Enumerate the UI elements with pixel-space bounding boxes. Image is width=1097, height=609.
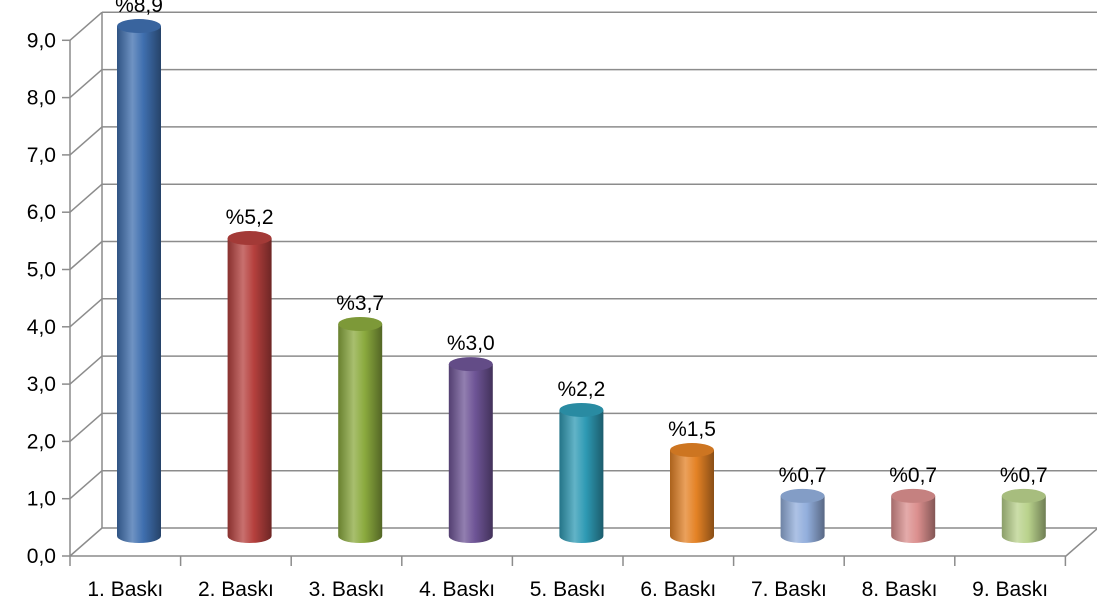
gridline-diagonal xyxy=(69,240,103,271)
data-label: %5,2 xyxy=(226,206,274,229)
gridline-diagonal xyxy=(69,298,103,328)
x-tick-label: 6. Baskı xyxy=(640,578,716,601)
data-label: %1,5 xyxy=(668,418,716,441)
y-tick-label: 6,0 xyxy=(27,201,56,224)
bar-top xyxy=(338,316,383,331)
gridline-diagonal xyxy=(69,470,103,500)
bar xyxy=(117,19,161,543)
bar-body xyxy=(117,26,161,543)
bar xyxy=(559,402,604,544)
bar-top xyxy=(1001,488,1046,503)
bar-body xyxy=(338,323,383,544)
x-tick-label: 2. Baskı xyxy=(198,578,274,601)
bar-body xyxy=(780,495,825,544)
data-label: %8,9 xyxy=(115,0,163,17)
bar-top xyxy=(559,402,604,417)
x-tick-label: 1. Baskı xyxy=(87,578,163,601)
gridline-diagonal xyxy=(69,11,103,41)
gridline-diagonal xyxy=(69,355,103,385)
bar-body xyxy=(670,450,714,543)
bar-top xyxy=(227,231,272,246)
y-tick-label: 3,0 xyxy=(27,373,56,396)
y-tick-label: 5,0 xyxy=(27,259,56,282)
data-label: %0,7 xyxy=(889,464,937,487)
gridline-diagonal xyxy=(69,69,103,99)
x-tick-label: 3. Baskı xyxy=(309,578,385,601)
bar-top xyxy=(670,443,714,458)
data-label: %2,2 xyxy=(557,378,605,401)
y-tick-label: 0,0 xyxy=(27,545,56,568)
bar xyxy=(448,357,493,544)
bar xyxy=(780,488,825,544)
bar-body xyxy=(227,238,272,544)
x-tick-label: 8. Baskı xyxy=(862,578,938,601)
bar-top xyxy=(780,488,825,503)
x-tick-label: 7. Baskı xyxy=(751,578,827,601)
x-tick-label: 5. Baskı xyxy=(530,578,606,601)
bar xyxy=(891,488,936,544)
data-labels: %8,9 %5,2 %3,7 %3,0 %2,2 %1,5 %0,7 %0,7 %0,7 xyxy=(115,0,1048,487)
data-label: %3,0 xyxy=(447,332,495,355)
bar-top xyxy=(891,488,936,503)
x-tick-label: 9. Baskı xyxy=(972,578,1048,601)
bar-body xyxy=(1001,495,1046,543)
y-tick-label: 4,0 xyxy=(27,316,56,339)
bar-body xyxy=(559,409,604,544)
bar-top xyxy=(117,19,161,34)
bar-body xyxy=(448,364,493,544)
bars xyxy=(117,19,1046,544)
x-axis-ticks: 1. Baskı 2. Baskı 3. Baskı 4. Baskı 5. Baskı… xyxy=(69,556,1067,601)
y-axis-ticks: 0,0 1,0 2,0 3,0 4,0 5,0 6,0 7,0 8,0 9,0 xyxy=(27,29,70,568)
bar xyxy=(338,316,383,544)
bar-body xyxy=(891,495,936,544)
bar xyxy=(227,231,272,544)
gridline-diagonal xyxy=(69,126,103,156)
y-tick-label: 1,0 xyxy=(27,488,56,511)
data-label: %3,7 xyxy=(336,292,384,315)
bar-top xyxy=(448,357,493,372)
data-label: %0,7 xyxy=(1000,464,1048,487)
bar xyxy=(1001,488,1046,543)
gridline-diagonal xyxy=(69,412,103,442)
gridline-diagonal xyxy=(69,183,103,213)
gridlines xyxy=(69,11,1097,557)
y-tick-label: 8,0 xyxy=(27,87,56,110)
data-label: %0,7 xyxy=(779,464,827,487)
y-tick-label: 7,0 xyxy=(27,144,56,167)
x-tick-label: 4. Baskı xyxy=(419,578,495,601)
y-tick-label: 2,0 xyxy=(27,430,56,453)
y-tick-label: 9,0 xyxy=(27,29,56,52)
bar xyxy=(670,443,714,543)
